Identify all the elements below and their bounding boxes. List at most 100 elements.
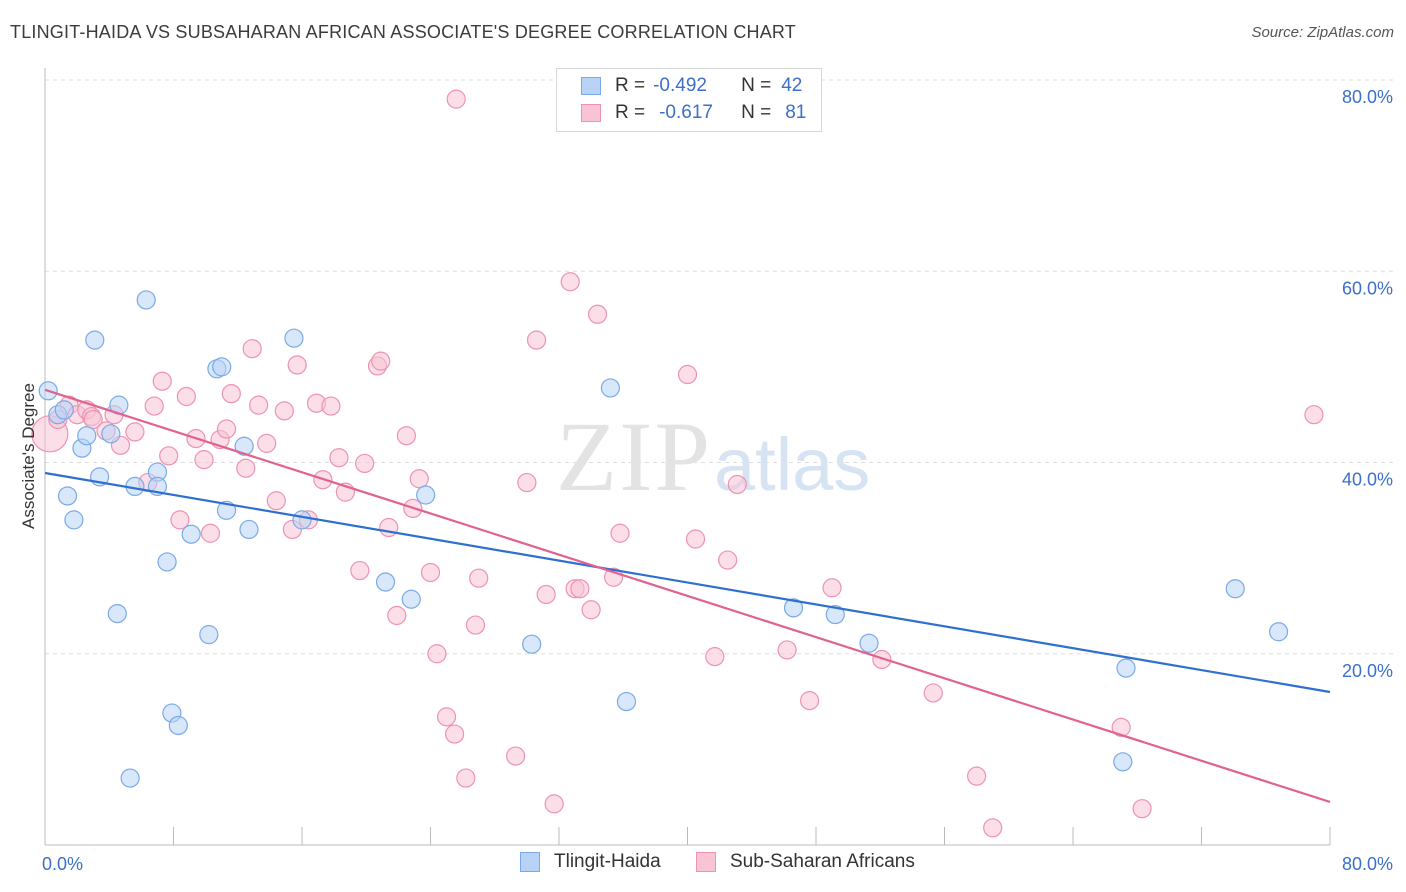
correlation-legend: R = -0.492 N = 42 R = -0.617 N = 81 [556, 68, 822, 132]
bottom-swatch-blue [520, 852, 540, 872]
y-tick-label: 40.0% [1342, 470, 1393, 490]
tlingit-haida-point [101, 424, 121, 444]
tlingit-haida-point [64, 510, 84, 530]
subsaharan-point [718, 550, 738, 570]
legend-n-label: N = [741, 75, 772, 96]
subsaharan-point [350, 560, 370, 581]
tick-labels: 20.0% 40.0% 60.0% 80.0% 0.0% 80.0% [42, 87, 1393, 874]
tlingit-haida-point [181, 524, 201, 544]
tlingit-haida-point [239, 519, 259, 540]
tlingit-haida-point [825, 604, 845, 625]
x-tick-label: 80.0% [1342, 854, 1393, 874]
subsaharan-point [200, 523, 221, 543]
subsaharan-point [257, 433, 277, 453]
legend-r-value: -0.492 [653, 75, 707, 96]
subsaharan-point [506, 746, 526, 766]
legend-swatch-blue [581, 77, 601, 95]
legend-n-label: N = [741, 102, 772, 123]
tlingit-haida-point [284, 328, 304, 348]
y-axis-label: Associate's Degree [19, 383, 38, 529]
subsaharan-point [799, 691, 820, 711]
tlingit-haida-point [57, 486, 78, 506]
subsaharan-point [560, 272, 580, 292]
subsaharan-point [570, 579, 590, 599]
subsaharan-point [176, 386, 196, 407]
tlingit-haida-point [1113, 752, 1133, 772]
legend-r-label: R = [615, 102, 646, 123]
subsaharan-point [587, 304, 608, 324]
subsaharan-point [221, 384, 241, 404]
subsaharan-point [125, 422, 145, 442]
subsaharan-point [526, 330, 547, 350]
tlingit-haida-point [375, 572, 396, 592]
tlingit-haida-point [1225, 579, 1245, 599]
subsaharan-point [581, 600, 601, 620]
bottom-legend-label: Tlingit-Haida [554, 851, 661, 872]
source-label: Source: ZipAtlas.com [1251, 24, 1394, 41]
subsaharan-point [1132, 799, 1152, 819]
axes [44, 68, 1331, 846]
subsaharan-point [152, 371, 172, 391]
subsaharan-point [396, 426, 417, 446]
subsaharan-point [705, 647, 725, 667]
subsaharan-point [822, 578, 842, 598]
tlingit-haida-point [292, 510, 312, 530]
subsaharan-point [446, 89, 466, 109]
subsaharan-point [1111, 717, 1131, 737]
tlingit-haida-trendline [44, 471, 1331, 694]
tlingit-haida-point [77, 426, 97, 446]
subsaharan-point [266, 491, 286, 511]
chart-title: TLINGIT-HAIDA VS SUBSAHARAN AFRICAN ASSO… [10, 22, 796, 42]
subsaharan-point [216, 419, 237, 439]
subsaharan-point [677, 364, 698, 385]
trend-lines [44, 388, 1331, 804]
subsaharan-point [387, 605, 407, 626]
legend-row-subsaharan: R = -0.617 N = 81 [557, 100, 806, 126]
tlingit-haida-point [157, 552, 177, 572]
bottom-legend-label: Sub-Saharan Africans [730, 851, 915, 872]
watermark: ZIP atlas [556, 401, 870, 512]
tlingit-haida-point [168, 715, 188, 736]
bottom-legend-subsaharan: Sub-Saharan Africans [696, 851, 915, 873]
tlingit-haida-point [136, 290, 156, 310]
subsaharan-point [242, 339, 262, 359]
subsaharan-point [967, 766, 987, 786]
watermark-zip: ZIP [556, 401, 712, 512]
tlingit-haida-point [416, 485, 436, 505]
tlingit-haida-point [522, 634, 542, 654]
subsaharan-point [536, 584, 556, 605]
subsaharan-point [159, 446, 179, 466]
legend-swatch-pink [581, 104, 601, 122]
subsaharan-point [379, 517, 399, 538]
subsaharan-point [287, 355, 307, 375]
subsaharan-point [983, 818, 1003, 838]
subsaharan-point [610, 523, 630, 543]
subsaharan-point [236, 458, 256, 478]
subsaharan-point [872, 649, 892, 670]
subsaharan-point [544, 794, 564, 814]
subsaharan-point [427, 644, 447, 664]
legend-r-label: R = [615, 75, 646, 96]
tlingit-haida-point [85, 330, 105, 350]
tlingit-haida-point [120, 768, 140, 788]
subsaharan-point [83, 409, 103, 430]
subsaharan-point [409, 469, 429, 489]
subsaharan-point [517, 472, 537, 493]
subsaharan-point [249, 395, 269, 415]
tlingit-haida-point [1116, 658, 1136, 678]
tlingit-haida-point [401, 589, 421, 609]
bottom-legend-tlingit: Tlingit-Haida [520, 851, 661, 873]
y-tick-label: 20.0% [1342, 661, 1393, 681]
subsaharan-point [144, 396, 164, 416]
tlingit-haida-point [783, 598, 804, 618]
subsaharan-point [436, 707, 457, 727]
tlingit-haida-point [199, 625, 219, 645]
subsaharan-point [777, 640, 797, 660]
subsaharan-point [685, 529, 706, 549]
subsaharan-point [355, 453, 375, 474]
y-tick-label: 80.0% [1342, 87, 1393, 107]
subsaharan-point [321, 396, 341, 416]
tlingit-haida-point [859, 633, 879, 653]
grid-lines [45, 79, 1393, 655]
